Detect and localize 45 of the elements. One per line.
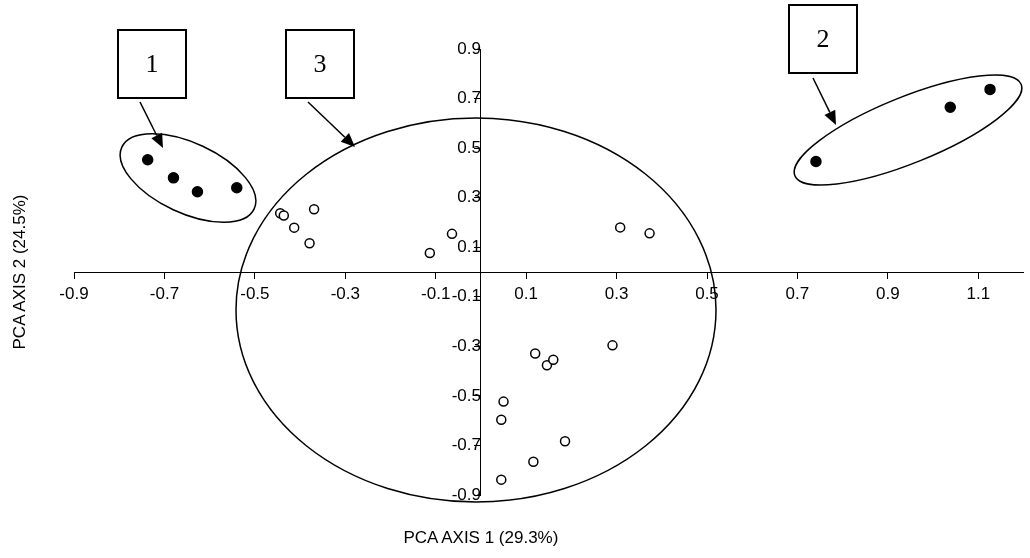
point bbox=[559, 435, 571, 447]
x-tick-label: -0.7 bbox=[149, 283, 180, 303]
point bbox=[548, 354, 559, 365]
point bbox=[446, 228, 458, 240]
y-tick-label: -0.5 bbox=[451, 385, 481, 405]
x-tick-label: -0.5 bbox=[240, 283, 270, 303]
point bbox=[528, 456, 539, 468]
y-tick-label: 0.7 bbox=[457, 88, 481, 108]
x-tick-label: -0.3 bbox=[330, 283, 360, 303]
point bbox=[304, 238, 315, 249]
y-tick-label: 0.3 bbox=[457, 187, 481, 207]
point bbox=[529, 348, 541, 359]
x-tick-label: -0.9 bbox=[59, 283, 89, 303]
y-tick-label: -0.3 bbox=[451, 336, 481, 356]
point bbox=[308, 204, 320, 215]
point bbox=[810, 155, 822, 168]
point bbox=[496, 414, 507, 425]
x-axis-title: PCA AXIS 1 (29.3%) bbox=[403, 528, 559, 548]
x-tick-label: 0.1 bbox=[514, 283, 538, 303]
point bbox=[496, 474, 507, 485]
point bbox=[231, 182, 243, 194]
annotation: 2 bbox=[788, 4, 858, 74]
point bbox=[614, 222, 626, 233]
point bbox=[424, 247, 436, 259]
annotation: 1 bbox=[117, 29, 187, 99]
point bbox=[278, 210, 290, 221]
point bbox=[944, 101, 956, 113]
x-tick-label: -0.1 bbox=[421, 283, 451, 303]
x-tick-label: 1.1 bbox=[966, 283, 991, 303]
point bbox=[167, 172, 180, 184]
x-tick-label: 0.9 bbox=[876, 283, 900, 303]
y-tick-label: -0.7 bbox=[451, 435, 481, 455]
point bbox=[607, 340, 618, 351]
x-tick-label: 0.3 bbox=[604, 283, 629, 303]
point bbox=[498, 396, 509, 407]
point bbox=[984, 83, 996, 96]
annotation: 3 bbox=[285, 29, 355, 99]
point bbox=[191, 185, 204, 198]
point bbox=[141, 154, 154, 166]
y-tick-label: 0.5 bbox=[457, 137, 481, 157]
y-tick-label: 0.1 bbox=[457, 236, 481, 256]
point bbox=[288, 222, 300, 233]
point bbox=[644, 228, 655, 239]
x-tick-label: 0.7 bbox=[785, 283, 810, 303]
y-axis-title: PCA AXIS 2 (24.5%) bbox=[9, 194, 30, 350]
